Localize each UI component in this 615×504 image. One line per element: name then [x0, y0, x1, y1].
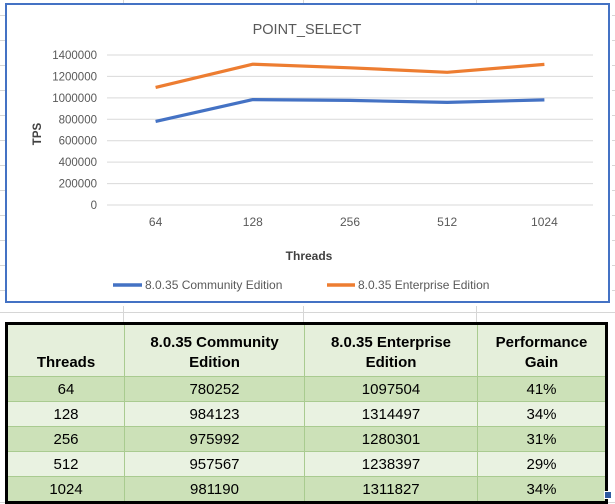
sheet-gridline — [612, 165, 615, 166]
chart-object[interactable]: 0 200000 400000 600000 800000 1000000 1200000 1… — [5, 3, 610, 303]
series-line-community — [155, 97, 545, 123]
table-header-row: Threads 8.0.35 Community Edition 8.0.35 Ent… — [6, 323, 607, 377]
sheet-gridline — [612, 90, 615, 91]
sheet-gridline — [612, 40, 615, 41]
sheet-gridline — [0, 165, 5, 166]
series-line-enterprise — [155, 62, 545, 89]
legend-label: 8.0.35 Community Edition — [145, 278, 282, 292]
y-tick-label: 1400000 — [52, 50, 97, 62]
table-cell[interactable]: 1314497 — [304, 401, 478, 427]
sheet-gridline — [612, 65, 615, 66]
table-header-cell[interactable]: Performance Gain — [477, 323, 607, 377]
x-tick-label: 128 — [243, 215, 263, 229]
table-header-cell[interactable]: Threads — [6, 323, 125, 377]
table-cell[interactable]: 780252 — [124, 376, 305, 402]
y-tick-label: 400000 — [59, 157, 97, 169]
table-cell[interactable]: 34% — [477, 401, 607, 427]
y-tick-label: 600000 — [59, 136, 97, 148]
table-cell[interactable]: 1311827 — [304, 476, 478, 503]
sheet-gridline — [0, 240, 5, 241]
table-cell[interactable]: 31% — [477, 426, 607, 452]
sheet-gridline — [612, 265, 615, 266]
table-row: 512 957567 1238397 29% — [6, 451, 607, 477]
table-cell[interactable]: 1097504 — [304, 376, 478, 402]
y-tick-label: 0 — [91, 200, 97, 212]
sheet-gridline — [612, 290, 615, 291]
sheet-gridline — [0, 190, 5, 191]
table-cell[interactable]: 984123 — [124, 401, 305, 427]
table-cell[interactable]: 128 — [6, 401, 125, 427]
sheet-gridline — [123, 0, 124, 3]
sheet-gridline — [612, 140, 615, 141]
chart-border — [5, 3, 610, 303]
table-row: 128 984123 1314497 34% — [6, 401, 607, 427]
sheet-gridline — [476, 0, 477, 3]
table-header-cell[interactable]: 8.0.35 Enterprise Edition — [304, 323, 478, 377]
table-cell[interactable]: 512 — [6, 451, 125, 477]
y-tick-label: 1200000 — [52, 71, 97, 83]
table-header-cell[interactable]: 8.0.35 Community Edition — [124, 323, 305, 377]
sheet-gridline — [0, 140, 5, 141]
sheet-gridline — [0, 65, 5, 66]
table-cell[interactable]: 64 — [6, 376, 125, 402]
sheet-gridline — [303, 306, 304, 322]
table-cell[interactable]: 34% — [477, 476, 607, 503]
sheet-gridline — [0, 15, 5, 16]
table-cell[interactable]: 981190 — [124, 476, 305, 503]
table-cell[interactable]: 41% — [477, 376, 607, 402]
y-tick-label: 800000 — [59, 114, 97, 126]
y-tick-label: 200000 — [59, 179, 97, 191]
sheet-gridline — [0, 215, 5, 216]
chart-title: POINT_SELECT — [253, 22, 362, 38]
sheet-gridline — [612, 190, 615, 191]
table-cell[interactable]: 29% — [477, 451, 607, 477]
chart-svg: 0 200000 400000 600000 800000 1000000 1200000 1… — [5, 3, 610, 303]
fill-handle[interactable] — [604, 491, 612, 499]
y-axis-title: TPS — [32, 122, 44, 145]
x-tick-label: 256 — [340, 215, 360, 229]
table-cell[interactable]: 256 — [6, 426, 125, 452]
table-row: 64 780252 1097504 41% — [6, 376, 607, 402]
sheet-gridline — [476, 306, 477, 322]
sheet-gridline — [612, 15, 615, 16]
x-tick-label: 512 — [437, 215, 457, 229]
legend-label: 8.0.35 Enterprise Edition — [358, 278, 489, 292]
results-table: Threads 8.0.35 Community Edition 8.0.35 Ent… — [5, 322, 608, 504]
sheet-gridline — [123, 306, 124, 322]
sheet-gridline — [0, 90, 5, 91]
sheet-gridline — [0, 265, 5, 266]
sheet-gridline — [0, 115, 5, 116]
table-row: 1024 981190 1311827 34% — [6, 476, 607, 503]
sheet-gridline — [0, 290, 5, 291]
x-axis-title: Threads — [286, 249, 333, 263]
table-cell[interactable]: 1280301 — [304, 426, 478, 452]
sheet-gridline — [612, 115, 615, 116]
table-cell[interactable]: 1238397 — [304, 451, 478, 477]
sheet-gridline — [612, 215, 615, 216]
x-tick-label: 1024 — [531, 215, 558, 229]
table-row: 256 975992 1280301 31% — [6, 426, 607, 452]
table-cell[interactable]: 957567 — [124, 451, 305, 477]
table-cell[interactable]: 975992 — [124, 426, 305, 452]
x-tick-label: 64 — [149, 215, 163, 229]
table-cell[interactable]: 1024 — [6, 476, 125, 503]
y-tick-label: 1000000 — [52, 93, 97, 105]
sheet-gridline — [303, 0, 304, 3]
sheet-gridline — [612, 240, 615, 241]
sheet-gridline — [0, 40, 5, 41]
sheet-gridline — [0, 312, 615, 313]
